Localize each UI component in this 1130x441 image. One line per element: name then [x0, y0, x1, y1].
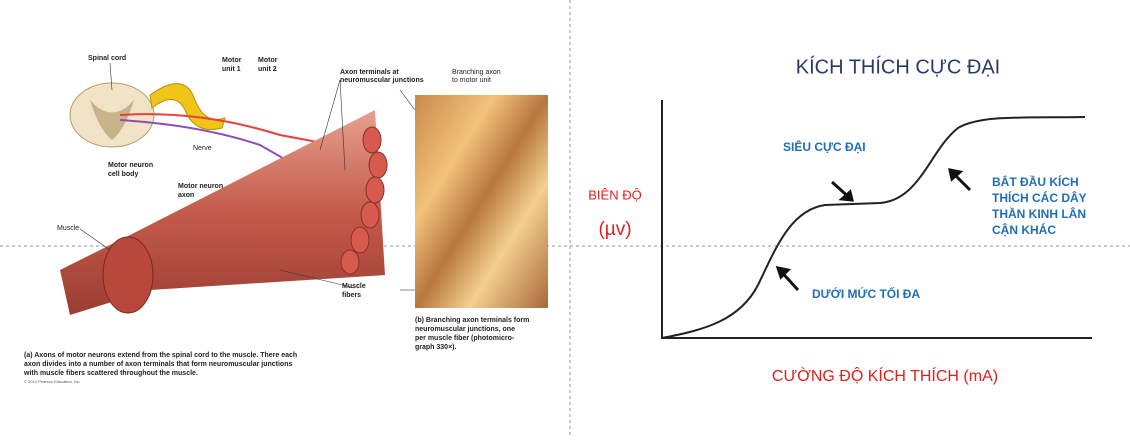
graph: KÍCH THÍCH CỰC ĐẠI BIÊN ĐỘ (µv) CƯỜNG ĐỘ… — [588, 55, 1092, 385]
label: Nerve — [193, 145, 212, 152]
annotation: SIÊU CỰC ĐẠI — [783, 139, 866, 154]
label: to motor unit — [452, 77, 491, 84]
caption: axon divides into a number of axon termi… — [24, 361, 292, 368]
grey-matter — [90, 100, 134, 140]
photomicrograph — [415, 95, 548, 308]
label: neuromuscular junctions — [340, 77, 424, 84]
axon — [119, 119, 331, 186]
x-label: CƯỜNG ĐỘ KÍCH THÍCH (mA) — [772, 366, 998, 385]
label: Motor — [258, 57, 278, 64]
caption: per muscle fiber (photomicro- — [415, 335, 515, 342]
label: unit 1 — [222, 66, 241, 73]
caption: neuromuscular junctions, one — [415, 326, 515, 333]
illustration: Spinal cord Motor unit 1 Motor unit 2 Ax… — [23, 55, 548, 384]
caption: with muscle fibers scattered throughout … — [23, 370, 198, 377]
label: cell body — [108, 171, 138, 178]
label: Spinal cord — [88, 55, 126, 62]
muscle-section — [102, 236, 154, 314]
label: Motor neuron — [178, 183, 223, 190]
y-unit: (µv) — [598, 219, 631, 240]
label: fibers — [342, 292, 361, 299]
annotation: THÍCH CÁC DÂY — [992, 190, 1087, 205]
label: Branching axon — [452, 69, 501, 76]
label: unit 2 — [258, 66, 277, 73]
caption: (b) Branching axon terminals form — [415, 317, 529, 324]
label: Muscle — [342, 283, 366, 290]
annotation: DƯỚI MỨC TỐI ĐA — [812, 286, 920, 301]
annotation: BẮT ĐẦU KÍCH — [992, 174, 1079, 189]
leaders — [79, 62, 416, 291]
label: axon — [178, 192, 194, 199]
fiber-ends — [340, 126, 388, 275]
caption: (a) Axons of motor neurons extend from t… — [24, 352, 297, 359]
y-label: BIÊN ĐỘ — [588, 187, 641, 202]
curve — [661, 116, 1086, 339]
annotation: CẬN KHÁC — [992, 222, 1056, 237]
copyright: © 2013 Pearson Education, Inc. — [24, 379, 81, 384]
nerve — [149, 83, 226, 130]
label: Axon terminals at — [340, 69, 399, 76]
arrows — [775, 168, 972, 292]
caption: graph 330×). — [415, 344, 456, 351]
label: Motor neuron — [108, 162, 153, 169]
label: Motor — [222, 57, 242, 64]
annotation: THẦN KINH LÂN — [992, 206, 1086, 221]
axon — [119, 113, 361, 151]
title: KÍCH THÍCH CỰC ĐẠI — [796, 55, 1001, 78]
label: Muscle — [57, 225, 79, 232]
